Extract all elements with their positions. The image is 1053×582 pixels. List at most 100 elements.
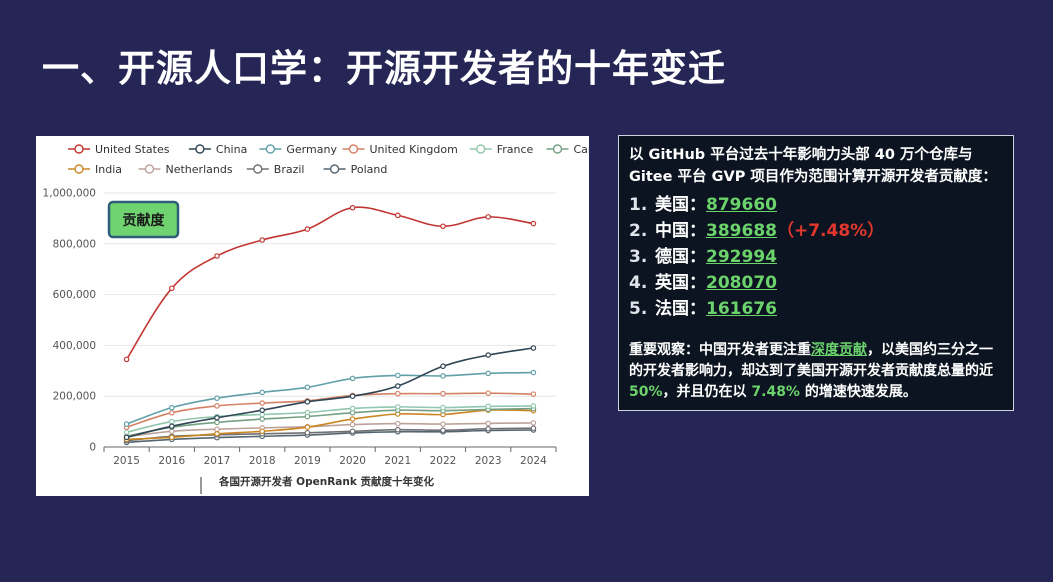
series-line-netherlands: [126, 422, 534, 438]
data-point-china: [485, 352, 492, 358]
data-point-germany: [485, 370, 492, 377]
legend-label: France: [497, 143, 534, 156]
ranking-item-us: 1. 美国：879660: [629, 192, 1003, 218]
observation-text: ，以美国约三分之一的开发者影响力，却达到了美国开源开发者贡献度总量的近: [629, 342, 993, 379]
x-tick-label: 2018: [249, 455, 276, 467]
legend-marker: [144, 164, 155, 174]
data-point-france: [304, 409, 311, 416]
data-point-germany: [123, 421, 130, 427]
rank-number: 4.: [629, 273, 648, 293]
y-tick-label: 400,000: [53, 340, 96, 352]
series-line-china: [126, 347, 534, 439]
rank-value: 292994: [706, 247, 777, 267]
y-tick-label: 1,000,000: [43, 188, 96, 200]
observation-text: 重要观察：中国开发者更注重: [629, 342, 811, 358]
data-point-united-kingdom: [440, 390, 446, 397]
data-point-netherlands: [349, 421, 356, 428]
ranking-item-uk: 4. 英国：208070: [629, 270, 1003, 296]
badge: 贡献度: [107, 200, 180, 239]
badge-text: 贡献度: [123, 212, 166, 229]
data-point-united-states: [440, 223, 446, 230]
x-axis-title: 各国开源开发者 OpenRank 贡献度十年变化: [218, 475, 434, 488]
legend-item-united-states: United States: [68, 143, 170, 156]
legend-item-germany: Germany: [259, 143, 337, 156]
data-point-united-kingdom: [394, 390, 401, 397]
data-point-netherlands: [485, 420, 492, 427]
series-line-united-states: [125, 206, 534, 360]
data-point-germany: [394, 372, 401, 379]
data-point-china: [304, 398, 311, 405]
data-point-united-states: [123, 356, 130, 363]
legend-label: Canada: [574, 143, 590, 156]
x-tick-label: 2016: [158, 455, 185, 467]
data-point-brazil: [530, 425, 537, 432]
rank-value: 879660: [706, 195, 777, 215]
rank-value: 208070: [706, 273, 777, 293]
legend-label: Brazil: [274, 163, 305, 176]
data-point-france: [394, 404, 401, 410]
observation-highlight: 深度贡献: [811, 342, 867, 358]
rank-country: 中国：: [655, 221, 706, 241]
data-point-united-states: [485, 214, 492, 220]
data-point-china: [440, 363, 446, 370]
legend-marker: [265, 144, 276, 154]
data-point-china: [169, 423, 175, 429]
legend-marker: [476, 144, 486, 154]
x-tick-label: 2023: [475, 455, 502, 467]
line-chart: United States China Germany United Kingdom F…: [43, 143, 590, 494]
legend-marker: [329, 164, 340, 174]
data-point-brazil: [440, 427, 446, 434]
legend-marker: [348, 144, 359, 154]
legend-marker: [253, 164, 263, 174]
legend-label: Netherlands: [166, 163, 233, 176]
legend-item-netherlands: Netherlands: [138, 163, 233, 176]
rank-growth: （+7.48%）: [776, 221, 885, 241]
series-line-united-kingdom: [126, 392, 534, 428]
rank-country: 美国：: [655, 195, 706, 215]
x-tick-label: 2017: [204, 455, 231, 467]
data-point-united-states: [394, 212, 401, 219]
data-point-china: [214, 414, 220, 421]
data-point-united-states: [530, 220, 537, 227]
legend-label: China: [216, 143, 247, 156]
rank-number: 5.: [629, 299, 648, 319]
legend-marker: [195, 144, 205, 154]
ranking-item-cn: 2. 中国：389688（+7.48%）: [629, 218, 1003, 244]
data-point-united-kingdom: [169, 409, 175, 416]
x-tick-label: 2024: [520, 455, 547, 467]
data-point-united-states: [349, 204, 356, 211]
data-point-netherlands: [214, 426, 220, 433]
data-point-canada: [214, 419, 220, 426]
rank-number: 1.: [629, 195, 648, 215]
data-point-india: [259, 428, 266, 435]
rank-number: 2.: [629, 221, 648, 241]
data-point-china: [530, 345, 537, 351]
key-observation: 重要观察：中国开发者更注重深度贡献，以美国约三分之一的开发者影响力，却达到了美国…: [629, 340, 1003, 403]
ranking-item-fr: 5. 法国：161676: [629, 296, 1003, 322]
data-point-india: [169, 434, 175, 441]
observation-highlight: 50%: [629, 384, 663, 400]
rank-country: 德国：: [655, 247, 706, 267]
data-point-france: [169, 418, 175, 425]
data-point-united-states: [214, 253, 220, 259]
data-point-canada: [259, 416, 266, 422]
data-point-netherlands: [440, 421, 446, 427]
legend-item-brazil: Brazil: [246, 163, 305, 176]
series-line-germany: [126, 371, 534, 425]
legend-label: United Kingdom: [370, 143, 458, 156]
ranking-item-de: 3. 德国：292994: [629, 244, 1003, 270]
legend-marker: [74, 144, 84, 154]
observation-text: ，并且仍在以: [662, 384, 752, 400]
data-point-germany: [214, 395, 220, 402]
data-point-china: [123, 434, 130, 441]
y-tick-label: 600,000: [53, 289, 96, 301]
data-point-germany: [169, 404, 175, 411]
x-tick-label: 2021: [384, 455, 411, 467]
rank-value: 389688: [706, 221, 777, 241]
data-point-germany: [530, 369, 537, 376]
series-line-france: [126, 405, 534, 434]
legend-label: Germany: [286, 143, 337, 156]
chart-panel: United States China Germany United Kingdom F…: [36, 136, 589, 496]
info-box: 以 GitHub 平台过去十年影响力头部 40 万个仓库与 Gitee 平台 G…: [618, 135, 1014, 411]
data-point-brazil: [485, 425, 492, 432]
